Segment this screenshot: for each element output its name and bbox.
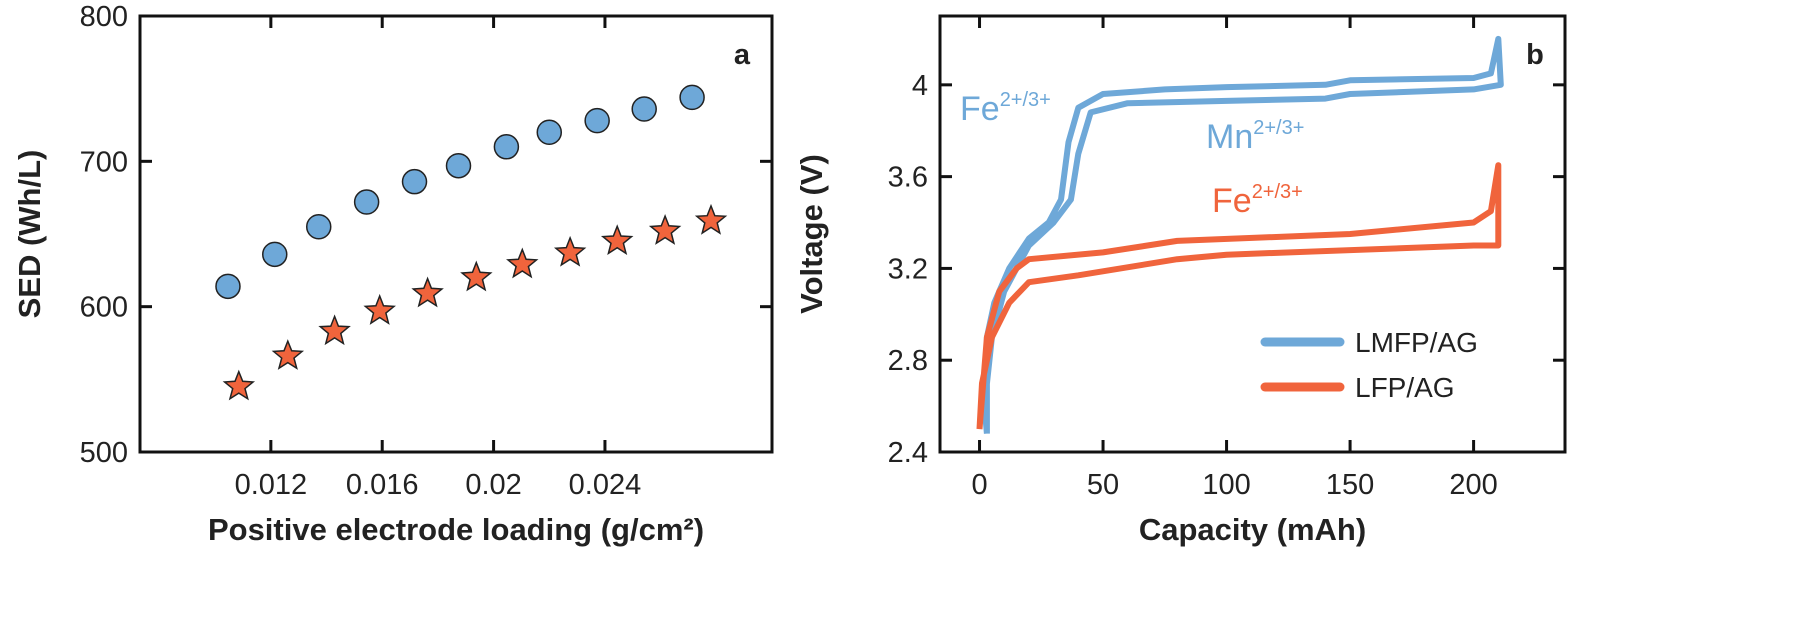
star-marker: [363, 293, 396, 325]
x-tick-label: 0.012: [235, 469, 308, 501]
circle-marker: [493, 134, 520, 160]
circle-marker: [631, 96, 657, 122]
panel-label: b: [1526, 39, 1544, 71]
y-tick-label: 3.6: [888, 162, 928, 194]
annotation-text: Mn: [1206, 118, 1253, 156]
x-axis-title: Capacity (mAh): [1139, 512, 1366, 547]
plot-frame: [938, 14, 1567, 454]
annotation: Fe2+/3+: [960, 89, 1051, 128]
star-marker: [271, 339, 305, 370]
y-tick-label: 600: [80, 292, 128, 324]
star-marker: [648, 214, 682, 245]
x-tick-label: 0.02: [465, 469, 521, 501]
circle-marker: [215, 273, 241, 300]
circle-marker: [679, 84, 705, 111]
y-tick-label: 4: [912, 70, 928, 102]
star-marker: [506, 247, 539, 279]
circle-marker: [401, 168, 428, 195]
circle-marker: [305, 213, 332, 240]
circle-marker: [536, 119, 563, 146]
annotation: Fe2+/3+: [1212, 181, 1303, 220]
annotation-text: Fe: [960, 90, 1000, 128]
y-axis-title: Voltage (V): [794, 154, 829, 314]
annotation-text: Fe: [1212, 182, 1252, 220]
star-marker: [553, 235, 587, 267]
plot-frame: [138, 14, 774, 454]
star-marker: [222, 369, 256, 401]
y-tick-label: 2.4: [888, 437, 928, 469]
x-tick-label: 0.016: [346, 469, 419, 501]
y-tick-label: 700: [80, 146, 128, 178]
circle-marker: [353, 189, 380, 215]
x-tick-label: 0: [971, 469, 987, 501]
x-axis-title: Positive electrode loading (g/cm²): [208, 512, 704, 547]
star-marker: [460, 260, 493, 292]
circle-marker: [584, 107, 610, 134]
y-tick-label: 800: [80, 1, 128, 33]
x-tick-label: 0.024: [569, 469, 642, 501]
panel: 0.012 0.016 0.02 0.024 500 600 700 800 Positive …: [12, 1, 774, 547]
annotation-sup: 2+/3+: [1000, 89, 1051, 111]
y-tick-label: 500: [80, 437, 128, 469]
panel: 0 50 100 150 200 2.4 2.8 3.2 3.6 4 Capacity (mAh) V…: [794, 14, 1567, 547]
annotation-sup: 2+/3+: [1252, 181, 1303, 203]
star-marker: [411, 276, 444, 308]
line-series: [981, 35, 1504, 434]
y-axis-title: SED (Wh/L): [12, 150, 47, 319]
x-tick-label: 200: [1449, 469, 1497, 501]
y-tick-label: 3.2: [888, 253, 928, 285]
x-tick-label: 150: [1326, 469, 1374, 501]
line-series: [976, 162, 1502, 430]
legend-label: LMFP/AG: [1355, 327, 1478, 358]
star-marker: [318, 314, 351, 346]
x-tick-label: 50: [1087, 469, 1119, 501]
circle-marker: [262, 241, 288, 268]
legend-label: LFP/AG: [1355, 372, 1455, 403]
y-tick-label: 2.8: [888, 345, 928, 377]
star-marker: [694, 203, 728, 235]
x-tick-label: 100: [1202, 469, 1250, 501]
annotation-sup: 2+/3+: [1253, 117, 1304, 139]
circle-marker: [445, 152, 472, 179]
panel-label: a: [734, 39, 751, 71]
star-marker: [600, 224, 634, 256]
annotation: Mn2+/3+: [1206, 117, 1304, 156]
